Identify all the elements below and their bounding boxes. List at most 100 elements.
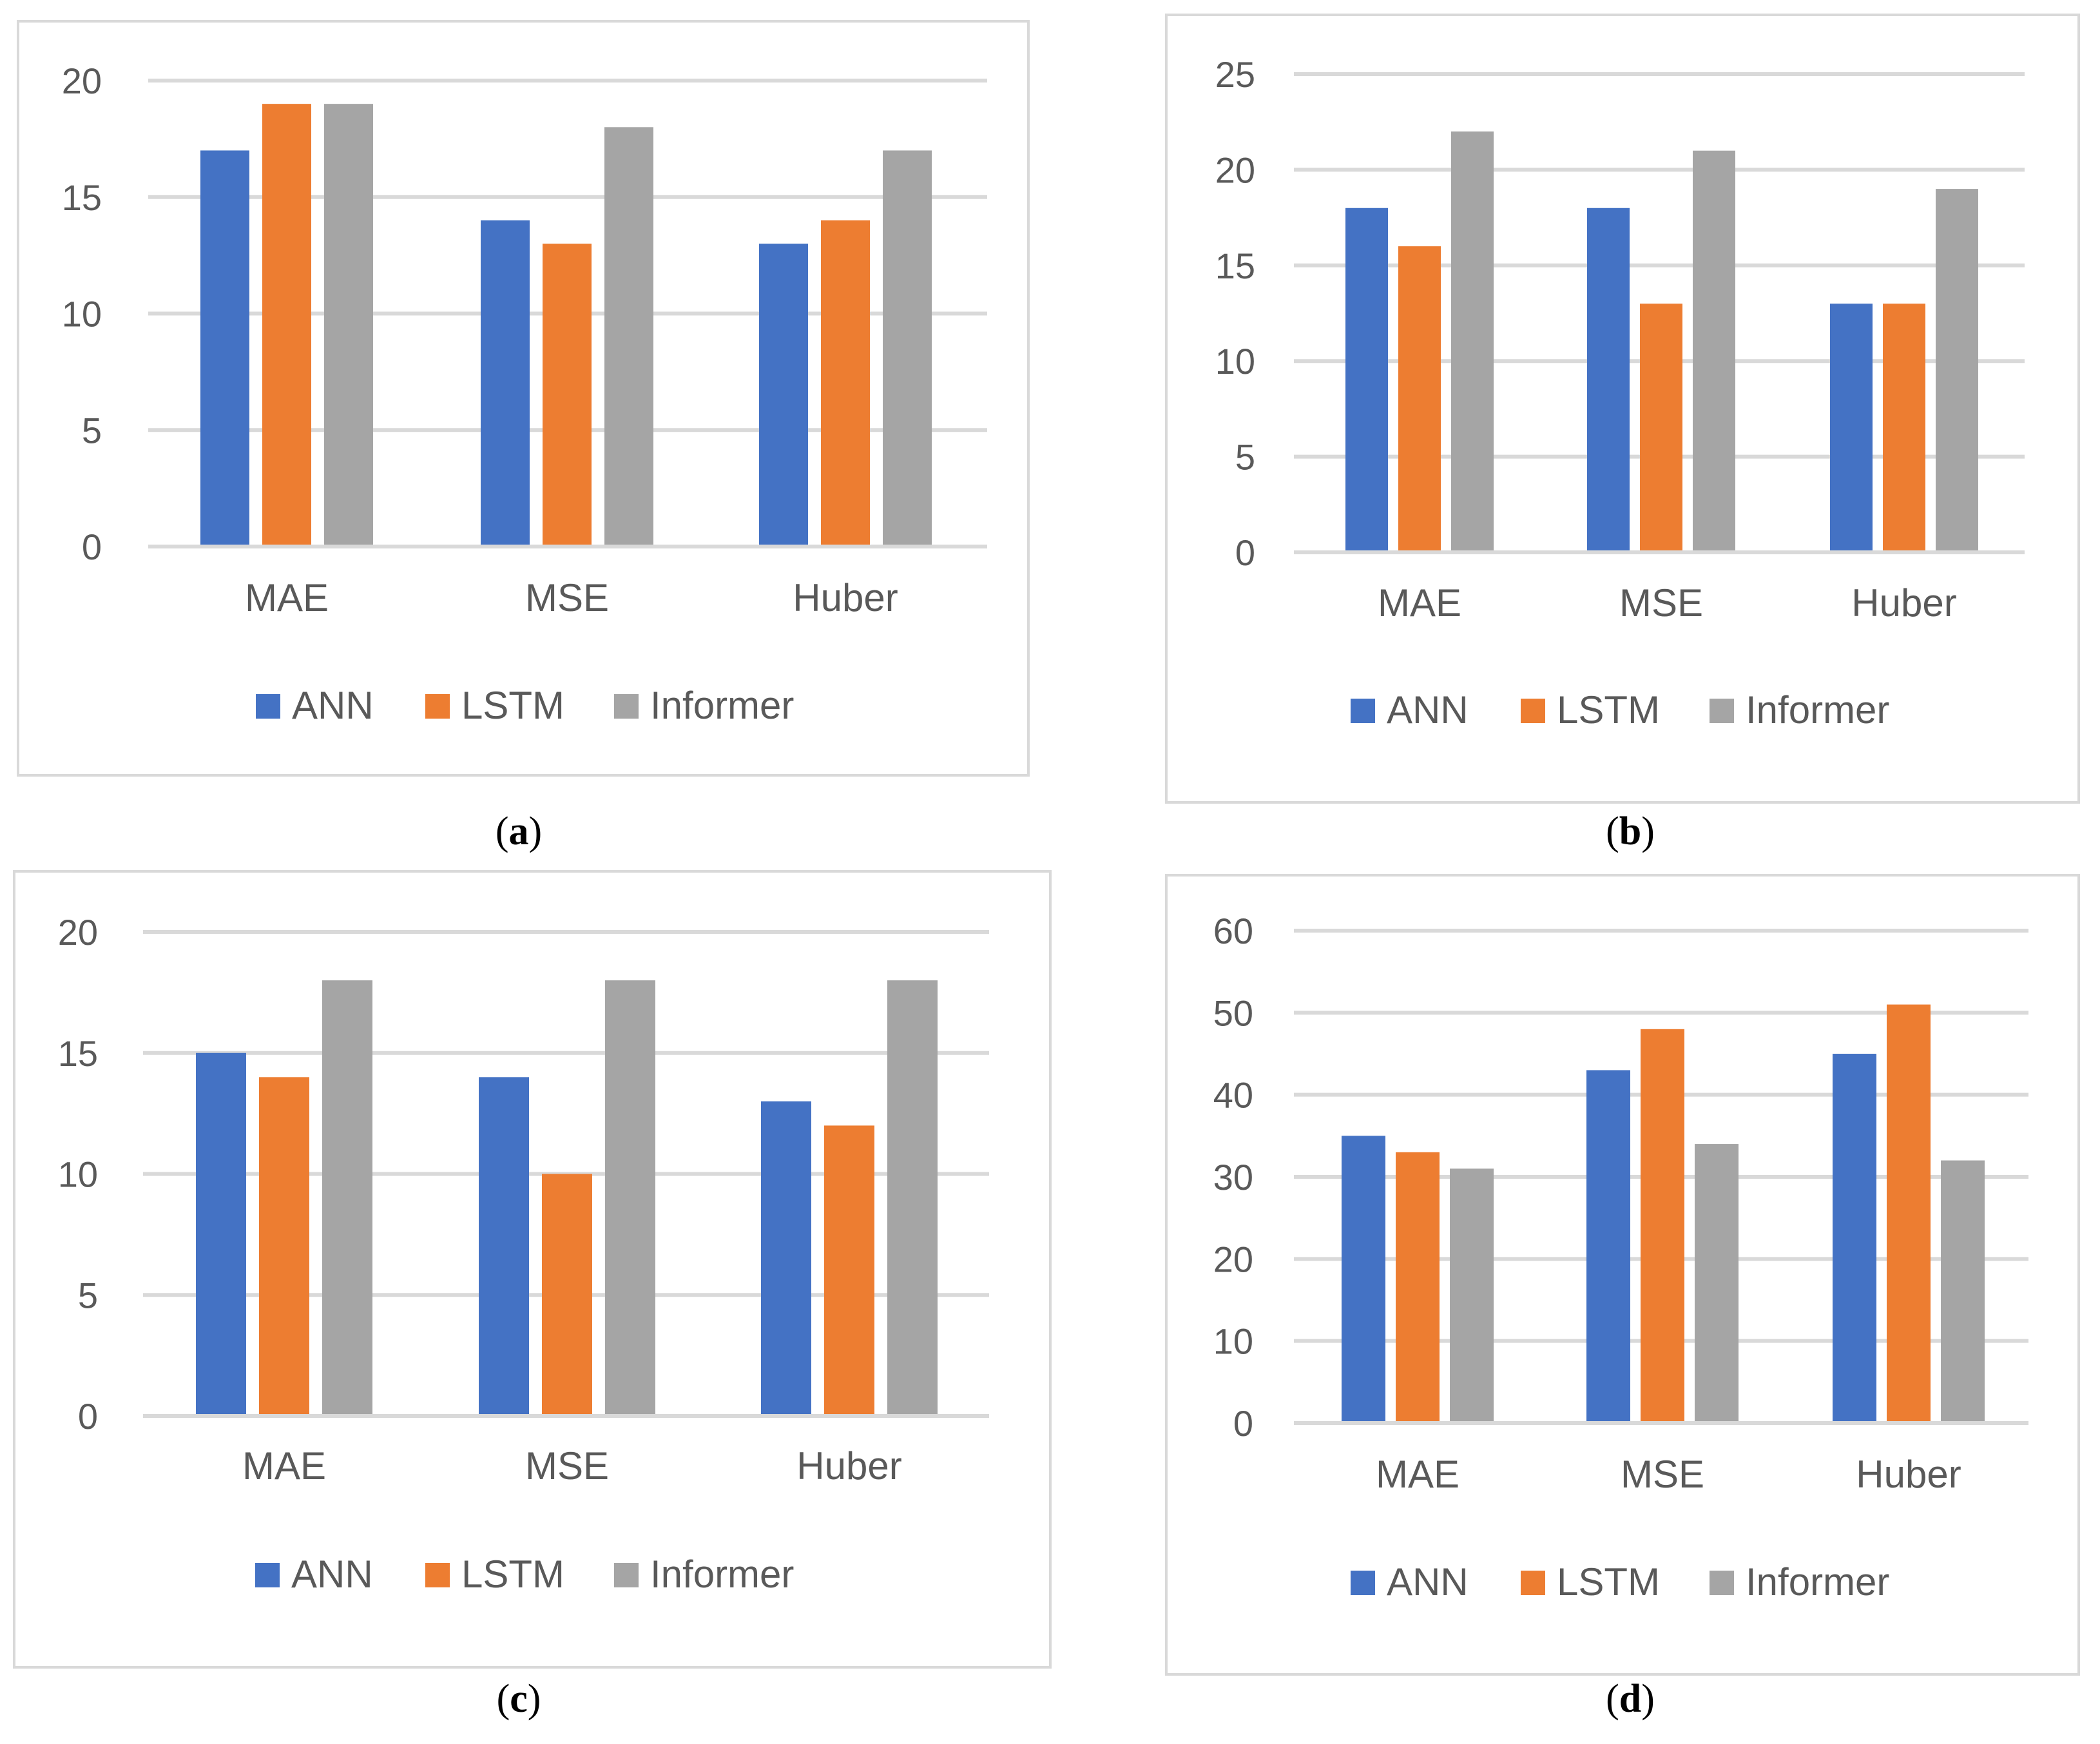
legend-label-lstm: LSTM — [461, 684, 564, 727]
chart-panel-a: 0 5 10 15 20 MAE MSE Huber ANN LSTM Informer — [17, 20, 1030, 777]
legend-label-lstm: LSTM — [1557, 688, 1660, 732]
caption-close: ) — [1641, 809, 1655, 853]
y-tick-label: 0 — [1233, 1403, 1253, 1444]
bar-lstm-mae — [1398, 246, 1441, 550]
y-tick-label: 20 — [1215, 150, 1255, 190]
caption-close: ) — [1641, 1677, 1655, 1721]
bar-lstm-mae — [262, 104, 311, 545]
chart-panel-b: 0 5 10 15 20 25 MAE MSE Huber ANN LSTM Informer — [1165, 14, 2080, 804]
legend-swatch-ann — [1351, 699, 1375, 723]
bar-informer-huber — [1936, 189, 1978, 551]
caption-open: ( — [496, 809, 509, 853]
y-tick-label: 10 — [1215, 341, 1255, 382]
caption-letter: a — [509, 809, 529, 853]
y-tick-label: 5 — [1235, 437, 1255, 478]
caption-letter: c — [510, 1677, 528, 1721]
legend-swatch-informer — [1710, 699, 1734, 723]
bar-lstm-huber — [824, 1125, 874, 1414]
y-tick-label: 10 — [1213, 1321, 1253, 1362]
y-tick-label: 10 — [58, 1154, 98, 1195]
legend-swatch-ann — [255, 1563, 280, 1587]
y-tick-label: 0 — [1235, 532, 1255, 573]
legend-label-informer: Informer — [650, 684, 794, 727]
chart-frame — [13, 870, 1052, 1669]
bar-lstm-mse — [542, 1174, 592, 1414]
bar-lstm-huber — [1887, 1004, 1931, 1421]
legend: ANN LSTM Informer — [255, 1553, 794, 1596]
bar-lstm-mse — [1641, 1029, 1684, 1421]
legend: ANN LSTM Informer — [1351, 688, 1889, 732]
bar-informer-mse — [604, 127, 653, 545]
y-tick-label: 5 — [78, 1275, 98, 1315]
legend-label-ann: ANN — [1387, 1560, 1469, 1604]
y-tick-label: 40 — [1213, 1075, 1253, 1116]
bar-informer-mae — [322, 980, 372, 1414]
y-tick-label: 0 — [78, 1396, 98, 1437]
x-category-label: Huber — [1851, 581, 1956, 625]
legend-swatch-informer — [614, 694, 639, 719]
bar-ann-huber — [1830, 304, 1873, 550]
bar-informer-huber — [883, 150, 932, 545]
bar-lstm-huber — [1883, 304, 1925, 550]
y-tick-label: 5 — [82, 410, 102, 451]
y-tick-label: 20 — [1213, 1239, 1253, 1279]
legend: ANN LSTM Informer — [1351, 1560, 1889, 1604]
legend-swatch-lstm — [1521, 1571, 1545, 1595]
bar-informer-mse — [1693, 150, 1735, 551]
y-tick-label: 60 — [1213, 911, 1253, 951]
legend-swatch-informer — [614, 1563, 639, 1587]
bar-ann-huber — [1833, 1054, 1876, 1421]
caption-open: ( — [1606, 809, 1619, 853]
bar-ann-mse — [1586, 1070, 1630, 1421]
legend: ANN LSTM Informer — [256, 684, 794, 727]
bar-ann-huber — [759, 244, 808, 545]
bar-informer-huber — [887, 980, 938, 1414]
x-category-label: Huber — [793, 576, 898, 619]
bar-lstm-huber — [821, 220, 870, 545]
x-category-label: MSE — [525, 1444, 609, 1487]
legend-label-ann: ANN — [291, 1553, 373, 1596]
bar-ann-mse — [1587, 208, 1630, 550]
bar-informer-mse — [1695, 1144, 1739, 1421]
legend-swatch-lstm — [1521, 699, 1545, 723]
bar-ann-mae — [1342, 1136, 1385, 1421]
caption-letter: b — [1619, 809, 1641, 853]
legend-swatch-ann — [1351, 1571, 1375, 1595]
caption-close: ) — [528, 1677, 541, 1721]
x-category-label: Huber — [796, 1444, 901, 1487]
y-tick-label: 20 — [62, 61, 102, 101]
caption-letter: d — [1619, 1677, 1641, 1721]
legend-swatch-ann — [256, 694, 280, 719]
legend-label-ann: ANN — [292, 684, 374, 727]
legend-label-lstm: LSTM — [1557, 1560, 1660, 1604]
legend-swatch-informer — [1710, 1571, 1734, 1595]
y-tick-label: 50 — [1213, 993, 1253, 1033]
bar-lstm-mae — [259, 1077, 309, 1414]
y-tick-label: 15 — [1215, 246, 1255, 286]
y-tick-label: 0 — [82, 527, 102, 567]
x-category-label: MSE — [1621, 1453, 1704, 1496]
legend-swatch-lstm — [425, 1563, 450, 1587]
y-tick-label: 25 — [1215, 54, 1255, 95]
panel-caption: (a) — [496, 809, 542, 853]
x-category-label: MAE — [1378, 581, 1461, 625]
bar-lstm-mae — [1396, 1152, 1440, 1421]
legend-label-informer: Informer — [1746, 688, 1889, 732]
legend-label-informer: Informer — [1746, 1560, 1889, 1604]
legend-label-lstm: LSTM — [461, 1553, 564, 1596]
caption-open: ( — [1606, 1677, 1619, 1721]
x-category-label: MAE — [245, 576, 329, 619]
panel-caption: (d) — [1606, 1677, 1655, 1721]
panel-caption: (c) — [497, 1677, 541, 1721]
caption-open: ( — [497, 1677, 510, 1721]
legend-label-ann: ANN — [1387, 688, 1469, 732]
y-tick-label: 15 — [58, 1033, 98, 1074]
bar-ann-mse — [481, 220, 530, 545]
y-tick-label: 15 — [62, 177, 102, 218]
legend-swatch-lstm — [425, 694, 450, 719]
x-category-label: Huber — [1856, 1453, 1961, 1496]
x-category-label: MSE — [525, 576, 609, 619]
bar-ann-huber — [761, 1101, 811, 1414]
bar-informer-mae — [1450, 1168, 1494, 1421]
